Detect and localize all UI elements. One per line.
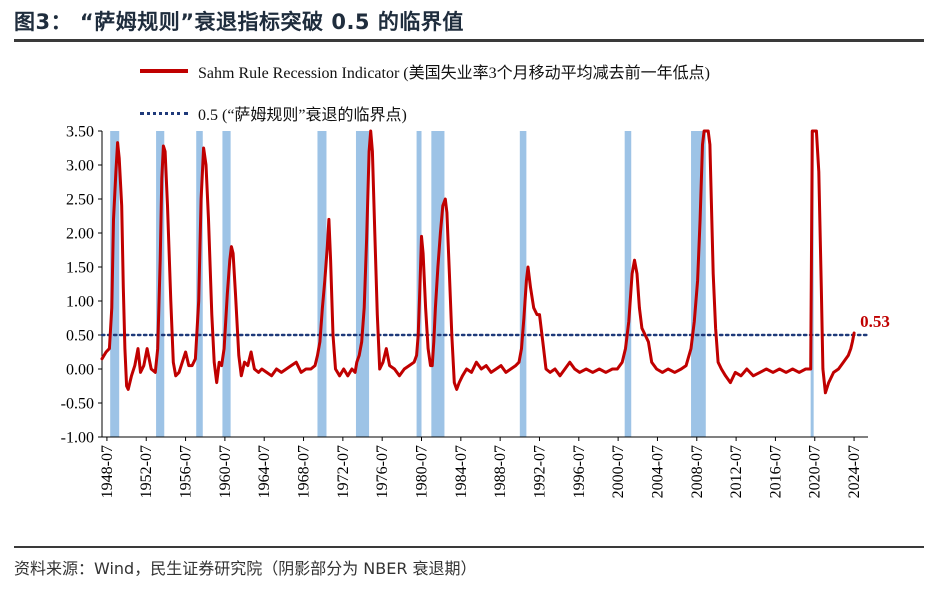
x-tick-label: 2012-07 bbox=[728, 445, 745, 498]
y-tick-label: 3.00 bbox=[66, 158, 94, 175]
x-tick-label: 1952-07 bbox=[138, 445, 155, 498]
y-tick-label: 0.50 bbox=[66, 328, 94, 345]
legend: Sahm Rule Recession Indicator (美国失业率3个月移… bbox=[140, 56, 710, 140]
x-tick-label: 1964-07 bbox=[256, 445, 273, 498]
figure-title: 图3： “萨姆规则”衰退指标突破 0.5 的临界值 bbox=[14, 10, 464, 34]
x-tick-label: 1948-07 bbox=[99, 445, 116, 498]
source-note: 资料来源：Wind，民生证券研究院（阴影部分为 NBER 衰退期） bbox=[14, 559, 477, 578]
y-tick-label: -0.50 bbox=[61, 396, 94, 413]
recession-band bbox=[624, 131, 632, 437]
y-tick-label: 1.00 bbox=[66, 294, 94, 311]
series-group bbox=[100, 129, 856, 395]
recession-band bbox=[222, 131, 231, 437]
y-tick-label: 1.50 bbox=[66, 260, 94, 277]
x-tick-label: 2024-07 bbox=[846, 445, 863, 498]
recession-band bbox=[317, 131, 327, 437]
footer-rule bbox=[14, 546, 924, 548]
callout-label: 0.53 bbox=[860, 312, 890, 331]
sahm-rule-line bbox=[100, 129, 856, 395]
y-tick-label: 2.00 bbox=[66, 226, 94, 243]
recession-band bbox=[355, 131, 370, 437]
x-tick-label: 2016-07 bbox=[767, 445, 784, 498]
x-tick-label: 1992-07 bbox=[531, 445, 548, 498]
x-tick-label: 1972-07 bbox=[335, 445, 352, 498]
x-tick-label: 1956-07 bbox=[178, 445, 195, 498]
x-tick-label: 1968-07 bbox=[296, 445, 313, 498]
legend-label-sahm: Sahm Rule Recession Indicator (美国失业率3个月移… bbox=[198, 65, 710, 82]
legend-swatch-line bbox=[140, 69, 188, 73]
legend-label-threshold: 0.5 (“萨姆规则”衰退的临界点) bbox=[198, 107, 407, 124]
recession-band bbox=[519, 131, 527, 437]
axes-group bbox=[98, 130, 868, 441]
x-tick-label: 2004-07 bbox=[649, 445, 666, 498]
legend-item-threshold[interactable]: 0.5 (“萨姆规则”衰退的临界点) bbox=[140, 98, 710, 128]
y-tick-label: 0.00 bbox=[66, 362, 94, 379]
x-tick-label: 1996-07 bbox=[571, 445, 588, 498]
legend-swatch-dotted bbox=[140, 111, 188, 115]
y-tick-label: -1.00 bbox=[61, 430, 94, 447]
x-tick-label: 2000-07 bbox=[610, 445, 627, 498]
recession-band bbox=[110, 131, 120, 437]
x-tick-label: 1980-07 bbox=[414, 445, 431, 498]
title-rule bbox=[14, 39, 924, 42]
x-tick-label: 1976-07 bbox=[374, 445, 391, 498]
x-tick-label: 2020-07 bbox=[807, 445, 824, 498]
sahm-rule-chart: 3.50 3.00 2.50 2.00 1.50 1.00 0.50 0.00 -0.50 -1.… bbox=[61, 124, 890, 499]
x-tick-label: 1960-07 bbox=[217, 445, 234, 498]
legend-item-sahm[interactable]: Sahm Rule Recession Indicator (美国失业率3个月移… bbox=[140, 56, 710, 86]
x-tick-label: 2008-07 bbox=[689, 445, 706, 498]
y-tick-label: 3.50 bbox=[66, 124, 94, 141]
x-tick-label: 1984-07 bbox=[453, 445, 470, 498]
y-tick-label: 2.50 bbox=[66, 192, 94, 209]
x-tick-label: 1988-07 bbox=[492, 445, 509, 498]
recession-shading-group bbox=[110, 131, 814, 437]
tick-labels-group: 3.50 3.00 2.50 2.00 1.50 1.00 0.50 0.00 -0.50 -1.… bbox=[61, 124, 890, 499]
